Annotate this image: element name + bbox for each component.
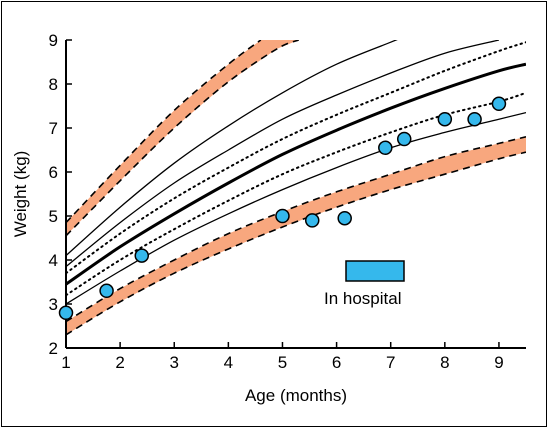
x-tick-label: 6	[332, 353, 341, 372]
x-axis-label: Age (months)	[245, 386, 347, 405]
y-tick-label: 2	[49, 339, 58, 358]
data-point	[99, 283, 114, 299]
band-upper-edge-2	[66, 136, 526, 323]
reference-bands	[66, 40, 526, 336]
y-tick-label: 4	[49, 251, 58, 270]
legend-swatch	[345, 260, 405, 282]
data-point	[275, 208, 290, 224]
y-tick-label: 8	[49, 75, 58, 94]
legend-label: In hospital	[324, 289, 402, 308]
y-tick-label: 6	[49, 163, 58, 182]
y-tick-label: 9	[49, 31, 58, 50]
x-tick-label: 1	[61, 353, 70, 372]
data-point	[134, 248, 150, 263]
centile-curve-5	[66, 91, 526, 297]
band-lower-edge-1	[66, 40, 300, 237]
x-tick-label: 8	[440, 353, 449, 372]
y-tick-label: 5	[49, 207, 58, 226]
y-axis-label: Weight (kg)	[11, 151, 30, 238]
centile-curve-1	[66, 40, 398, 257]
y-tick-label: 7	[49, 119, 58, 138]
centile-curve-4	[66, 62, 526, 286]
x-tick-label: 2	[115, 353, 124, 372]
data-point	[491, 96, 507, 112]
data-point	[337, 210, 352, 226]
centile-curve-3	[66, 41, 526, 275]
data-point	[58, 305, 74, 321]
x-tick-label: 5	[278, 353, 287, 372]
measurement-points	[58, 96, 507, 321]
data-point	[437, 111, 453, 127]
x-axis-ticks: 1 2 3 4 5 6 7 8 9	[61, 342, 504, 372]
x-tick-label: 4	[224, 353, 233, 372]
band-upper-edge-1	[66, 40, 262, 224]
centile-curve-2	[66, 40, 500, 268]
data-point	[304, 213, 320, 228]
band-lower-edge-2	[66, 151, 526, 336]
x-tick-label: 9	[494, 353, 503, 372]
centile-curves	[66, 40, 526, 305]
legend: In hospital	[324, 260, 405, 308]
y-tick-label: 3	[49, 295, 58, 314]
band-fill-2	[66, 136, 526, 335]
data-point	[396, 131, 412, 147]
data-point	[467, 111, 482, 127]
x-tick-label: 7	[386, 353, 395, 372]
band-fill-1	[66, 40, 299, 236]
data-point	[378, 140, 393, 156]
y-axis-ticks: 2 3 4 5 6 7 8 9	[49, 31, 72, 358]
x-tick-label: 3	[170, 353, 179, 372]
